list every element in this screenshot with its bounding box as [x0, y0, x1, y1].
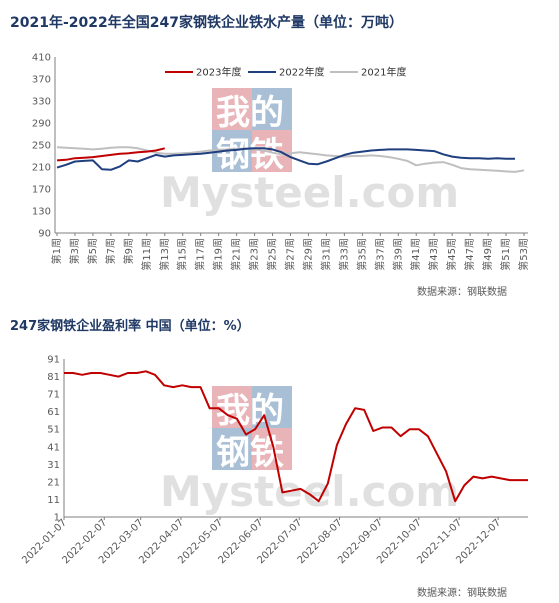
chart1-source: 数据来源：钢联数据 [417, 285, 507, 298]
chart2-y-tick-label: 91 [47, 355, 60, 366]
series-line-2023年度 [56, 147, 166, 162]
chart1-x-tick-label: 第15周 [176, 238, 189, 271]
wm2-line2: 钢铁 [216, 433, 284, 473]
chart1-x-tick-label: 第17周 [194, 238, 207, 271]
chart1-x-tick-label: 第33周 [337, 238, 350, 271]
series-line-2021年度 [56, 146, 525, 173]
chart1-x-tick-label: 第41周 [409, 238, 422, 271]
chart1-x-tick-label: 第21周 [230, 238, 243, 271]
chart2-y-tick-label: 1 [54, 513, 60, 524]
chart1-x-tick-label: 第25周 [266, 238, 279, 271]
chart1-y-tick-label: 250 [32, 141, 51, 152]
wm1-blue-block [252, 88, 292, 130]
chart1-x-tick-label: 第49周 [481, 238, 494, 271]
series-line-profit-rate [64, 370, 528, 503]
chart1-x-tick-label: 第47周 [463, 238, 476, 271]
chart1-series [56, 146, 525, 173]
chart1-x-tick-label: 第5周 [86, 238, 99, 264]
chart1-x-tick-label: 第9周 [122, 238, 135, 264]
wm2-line1: 我的 [216, 391, 284, 431]
wm1-line1: 我的 [216, 93, 284, 133]
chart2-y-tick-label: 71 [47, 390, 60, 401]
chart1-legend: 2023年度 2022年度 2021年度 [165, 66, 406, 79]
chart1-x-tick-label: 第23周 [248, 238, 261, 271]
chart2-title: 247家钢铁企业盈利率 中国（单位：%） [10, 318, 250, 334]
chart2-series [64, 370, 528, 503]
chart1-y-tick-label: 410 [32, 53, 51, 64]
wm2-blue-block [252, 386, 292, 428]
wm2-red-block [212, 386, 252, 428]
chart1-watermark: 我的 钢铁 Mysteel.com [160, 88, 459, 217]
chart1-x-tick-label: 第29周 [301, 238, 314, 271]
chart1-x-tick-label: 第7周 [104, 238, 117, 264]
chart2-y-tick-label: 41 [47, 442, 60, 453]
chart1-y-tick-label: 330 [32, 97, 51, 108]
chart1-y-tick-label: 370 [32, 75, 51, 86]
chart2-y-tick-label: 11 [47, 495, 60, 506]
chart1-y-tick-label: 130 [32, 207, 51, 218]
chart1-x-tick-label: 第27周 [284, 238, 297, 271]
chart1-y-tick-label: 90 [38, 229, 51, 240]
chart1-x-tick-label: 第45周 [445, 238, 458, 271]
chart2-y-tick-label: 51 [47, 425, 60, 436]
wm1-line2: 钢铁 [216, 135, 284, 175]
chart1-x-tick-label: 第3周 [68, 238, 81, 264]
chart1-x-tick-label: 第35周 [355, 238, 368, 271]
chart1-x-tick-label: 第19周 [212, 238, 225, 271]
chart1-y-tick-label: 290 [32, 119, 51, 130]
chart1-axes: 90 130 170 210 250 290 330 370 410 第1周 第3周 第5周 第7周 第9… [32, 53, 530, 271]
chart1-x-tick-label: 第51周 [499, 238, 512, 271]
wm2-brand: Mysteel.com [160, 467, 459, 516]
series-line-2022年度 [56, 147, 515, 171]
legend-label-2023年度: 2023年度 [196, 66, 241, 79]
chart1-y-tick-label: 170 [32, 185, 51, 196]
chart2-y-tick-label: 61 [47, 407, 60, 418]
chart1-x-tick-label: 第39周 [391, 238, 404, 271]
chart1-x-tick-label: 第43周 [427, 238, 440, 271]
chart2-y-tick-label: 21 [47, 477, 60, 488]
chart1-x-tick-label: 第13周 [158, 238, 171, 271]
wm1-red-block-2 [252, 130, 292, 172]
chart1-x-tick-label: 第53周 [517, 238, 530, 271]
wm1-red-block [212, 88, 252, 130]
chart1-x-tick-label: 第1周 [50, 238, 63, 264]
chart2-y-tick-label: 31 [47, 460, 60, 471]
chart1-x-tick-label: 第31周 [319, 238, 332, 271]
chart1-x-tick-label: 第37周 [373, 238, 386, 271]
chart1-x-tick-label: 第11周 [140, 238, 153, 271]
chart1-y-tick-label: 210 [32, 163, 51, 174]
legend-label-2021年度: 2021年度 [361, 66, 406, 79]
wm1-brand: Mysteel.com [160, 168, 459, 217]
chart2-source: 数据来源：钢联数据 [417, 586, 507, 599]
chart1-title: 2021年-2022年全国247家钢铁企业铁水产量（单位：万吨） [10, 14, 403, 31]
wm2-red-block-2 [252, 428, 292, 470]
legend-label-2022年度: 2022年度 [279, 66, 324, 79]
chart2-watermark: 我的 钢铁 Mysteel.com [160, 386, 459, 516]
chart2-y-tick-label: 81 [47, 372, 60, 383]
